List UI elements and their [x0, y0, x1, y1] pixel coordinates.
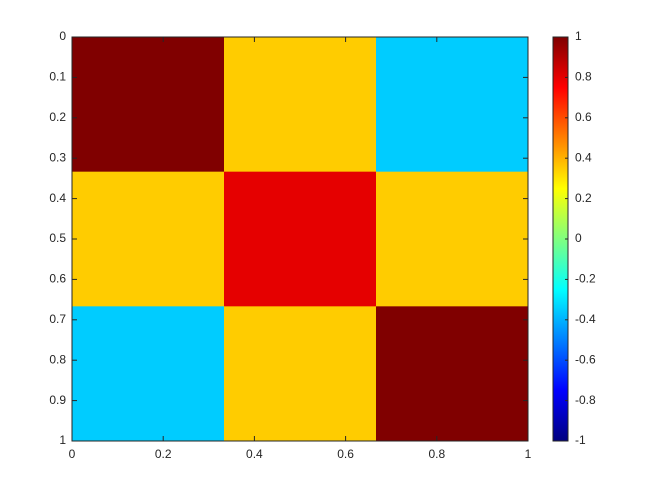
colorbar-tick-label: 0.6 [575, 110, 592, 124]
x-tick-label: 0.4 [246, 447, 263, 461]
colorbar-tick-label: 0.8 [575, 70, 592, 84]
colorbar-tick-label: -0.6 [575, 352, 596, 366]
heatmap-cell [376, 171, 529, 307]
y-tick-label: 0.9 [49, 393, 66, 407]
heatmap-cell [72, 306, 225, 442]
x-tick-label: 1 [525, 447, 532, 461]
y-tick-label: 0.4 [49, 191, 66, 205]
colorbar-tick-label: -1 [575, 433, 586, 447]
x-tick-label: 0.2 [155, 447, 172, 461]
heatmap-cell [72, 37, 225, 173]
y-tick-label: 0.5 [49, 231, 66, 245]
y-tick-label: 0.7 [49, 312, 66, 326]
heatmap-cell [224, 306, 377, 442]
colorbar-tick-label: 0.2 [575, 191, 592, 205]
heatmap-cell [376, 37, 529, 173]
y-tick-label: 0.3 [49, 150, 66, 164]
y-tick-label: 0.8 [49, 352, 66, 366]
x-tick-label: 0.6 [337, 447, 354, 461]
y-tick-label: 0.1 [49, 70, 66, 84]
colorbar-tick-label: -0.2 [575, 272, 596, 286]
heatmap-cell [224, 37, 377, 173]
y-tick-label: 0.6 [49, 272, 66, 286]
heatmap-cell [224, 171, 377, 307]
heatmap-cell [376, 306, 529, 442]
colorbar-tick-label: 0.4 [575, 150, 592, 164]
colorbar-tick-label: 1 [575, 29, 582, 43]
colorbar-tick-label: -0.8 [575, 393, 596, 407]
y-tick-label: 0 [59, 29, 66, 43]
colorbar-tick-label: 0 [575, 231, 582, 245]
y-tick-label: 0.2 [49, 110, 66, 124]
x-tick-label: 0.8 [428, 447, 445, 461]
heatmap-cell [72, 171, 225, 307]
x-tick-label: 0 [69, 447, 76, 461]
colorbar-tick-label: -0.4 [575, 312, 596, 326]
y-tick-label: 1 [59, 433, 66, 447]
